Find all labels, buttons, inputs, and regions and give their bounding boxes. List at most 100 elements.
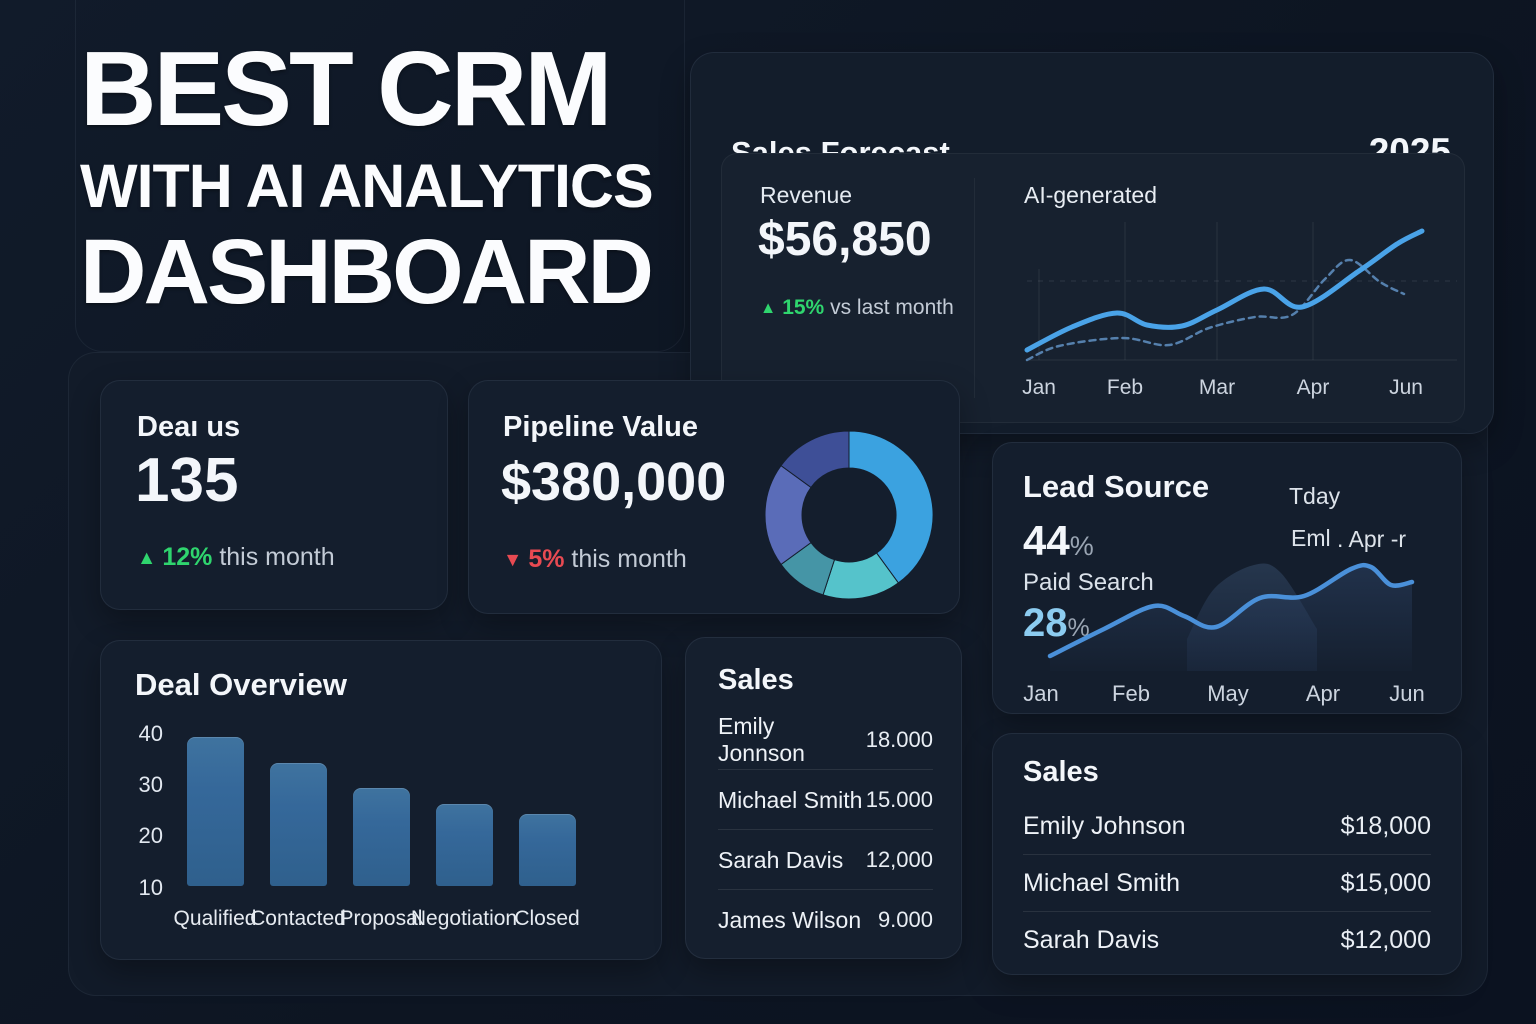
pct1-sign: %	[1069, 531, 1094, 561]
lead-legend-item: Tday	[1289, 483, 1341, 509]
sales-list-card: Sales Emily Jonnson 18.000 Michael Smith…	[685, 637, 962, 959]
sales-right-title: Sales	[1023, 756, 1099, 788]
list-item: Michael Smith $15,000	[1023, 855, 1431, 912]
sales-name: Emily Jonnson	[718, 713, 805, 766]
divider	[718, 829, 933, 830]
deal-status-title: Deaı us	[137, 411, 241, 443]
deal-status-delta-pct: 12%	[162, 543, 213, 571]
sales-right-list: Emily Johnson $18,000 Michael Smith $15,…	[1023, 798, 1431, 969]
bar-x-label: Proposal	[339, 907, 423, 930]
revenue-delta: ▲ 15% vs last month	[760, 296, 954, 320]
bar-proposal	[353, 788, 410, 886]
deal-status-delta: ▲ 12% this month	[137, 543, 335, 572]
pipeline-value: $380,000	[501, 452, 727, 512]
list-item: Sarah Davis $12,000	[1023, 912, 1431, 969]
sales-name: Sarah Davis	[718, 846, 844, 873]
sales-name: Michael Smith	[718, 786, 863, 813]
deal-overview-card: Deal Overview 40 30 20 10 Qualified Cont…	[100, 640, 662, 960]
sales-forecast-chart	[1024, 222, 1457, 362]
pipeline-value-card: Pipeline Value $380,000 ▼ 5% this month	[468, 380, 960, 614]
bar-x-label: Qualified	[173, 907, 257, 930]
bar-negotiation	[436, 804, 493, 886]
lead-x-label: Jun	[1389, 681, 1425, 706]
revenue-delta-pct: 15%	[782, 296, 825, 319]
lead-legend-item: Eml	[1291, 525, 1331, 551]
pipeline-delta: ▼ 5% this month	[503, 545, 687, 574]
hero-title-line1: BEST CRM	[80, 30, 613, 148]
forecast-x-label: Jan	[1022, 376, 1056, 399]
pipeline-delta-pct: 5%	[528, 545, 565, 573]
lead-source-card: Lead Source 44% Paid Search 28% Tday Eml…	[992, 442, 1462, 714]
y-tick: 20	[138, 823, 163, 848]
y-tick: 30	[138, 772, 163, 797]
revenue-label: Revenue	[760, 182, 853, 208]
sales-value: 12,000	[865, 847, 933, 872]
deal-status-delta-suffix: this month	[219, 543, 335, 571]
arrow-up-icon: ▲	[760, 299, 777, 317]
ai-generated-label: AI-generated	[1024, 182, 1157, 208]
forecast-x-label: Mar	[1198, 376, 1236, 399]
sales-name: Sarah Davis	[1023, 926, 1160, 954]
sales-name: Michael Smith	[1023, 869, 1180, 897]
sales-list: Emily Jonnson 18.000 Michael Smith 15.00…	[718, 710, 933, 950]
divider	[718, 769, 933, 770]
hero-title-line2: WITH AI ANALYTICS	[80, 152, 654, 220]
pipeline-title: Pipeline Value	[503, 411, 699, 443]
pipeline-donut-chart	[764, 430, 934, 600]
revenue-delta-suffix: vs last month	[830, 296, 954, 319]
deal-status-card: Deaı us 135 ▲ 12% this month	[100, 380, 448, 610]
inner-divider	[974, 178, 975, 398]
lead-x-label: Apr	[1305, 681, 1341, 706]
bar-x-label: Negotiation	[410, 907, 518, 930]
sales-name: Emily Johnson	[1023, 812, 1186, 840]
list-item: James Wilson 9.000	[718, 890, 933, 950]
divider	[1023, 911, 1431, 912]
sales-forecast-card: Sales Forecast 2025 Revenue $56,850 ▲15%…	[690, 52, 1494, 434]
hero-title-line3: DASHBOARD	[80, 221, 654, 323]
arrow-down-icon: ▼	[503, 549, 523, 571]
y-tick: 40	[138, 721, 163, 746]
list-item: Emily Jonnson 18.000	[718, 710, 933, 770]
pipeline-delta-suffix: this month	[571, 545, 687, 573]
lead-source-pct1: 44%	[1023, 517, 1094, 565]
hero-panel	[75, 0, 685, 352]
lead-source-pct2: 28%	[1023, 601, 1090, 646]
sales-value: $15,000	[1340, 869, 1431, 897]
sales-value: 9.000	[877, 907, 933, 932]
bar-x-label: Contacted	[250, 907, 346, 930]
lead-x-label: Jan	[1023, 681, 1059, 706]
sales-value: $18,000	[1340, 812, 1431, 840]
revenue-value: $56,850	[758, 213, 932, 266]
sales-list-title: Sales	[718, 664, 794, 696]
sales-value: 15.000	[865, 787, 933, 812]
divider	[1023, 854, 1431, 855]
sales-value: $12,000	[1340, 926, 1431, 954]
deal-overview-title: Deal Overview	[135, 667, 347, 702]
bar-closed	[519, 814, 576, 886]
forecast-x-label: Jun	[1389, 376, 1423, 399]
lead-source-label1: Paid Search	[1023, 569, 1154, 596]
deal-status-value: 135	[135, 446, 239, 515]
forecast-x-label: Apr	[1296, 376, 1330, 399]
sales-value: 18.000	[865, 727, 933, 752]
y-tick: 10	[138, 875, 163, 900]
divider	[718, 889, 933, 890]
sales-list-right-card: Sales Emily Johnson $18,000 Michael Smit…	[992, 733, 1462, 975]
pct2-value: 28	[1023, 601, 1068, 645]
list-item: Emily Johnson $18,000	[1023, 798, 1431, 855]
forecast-inner-panel: Revenue $56,850 ▲ 15% vs last month AI-ge…	[721, 153, 1465, 423]
lead-x-label: Feb	[1112, 681, 1150, 706]
lead-x-label: May	[1207, 681, 1249, 706]
arrow-up-icon: ▲	[137, 547, 157, 569]
lead-source-chart	[1047, 562, 1415, 671]
pct2-sign: %	[1067, 614, 1090, 642]
lead-source-title: Lead Source	[1023, 469, 1210, 504]
forecast-x-label: Feb	[1106, 376, 1144, 399]
bar-contacted	[270, 763, 327, 886]
bar-qualified	[187, 737, 244, 886]
list-item: Sarah Davis 12,000	[718, 830, 933, 890]
pct1-value: 44	[1023, 517, 1070, 564]
list-item: Michael Smith 15.000	[718, 770, 933, 830]
sales-name: James Wilson	[718, 906, 862, 933]
